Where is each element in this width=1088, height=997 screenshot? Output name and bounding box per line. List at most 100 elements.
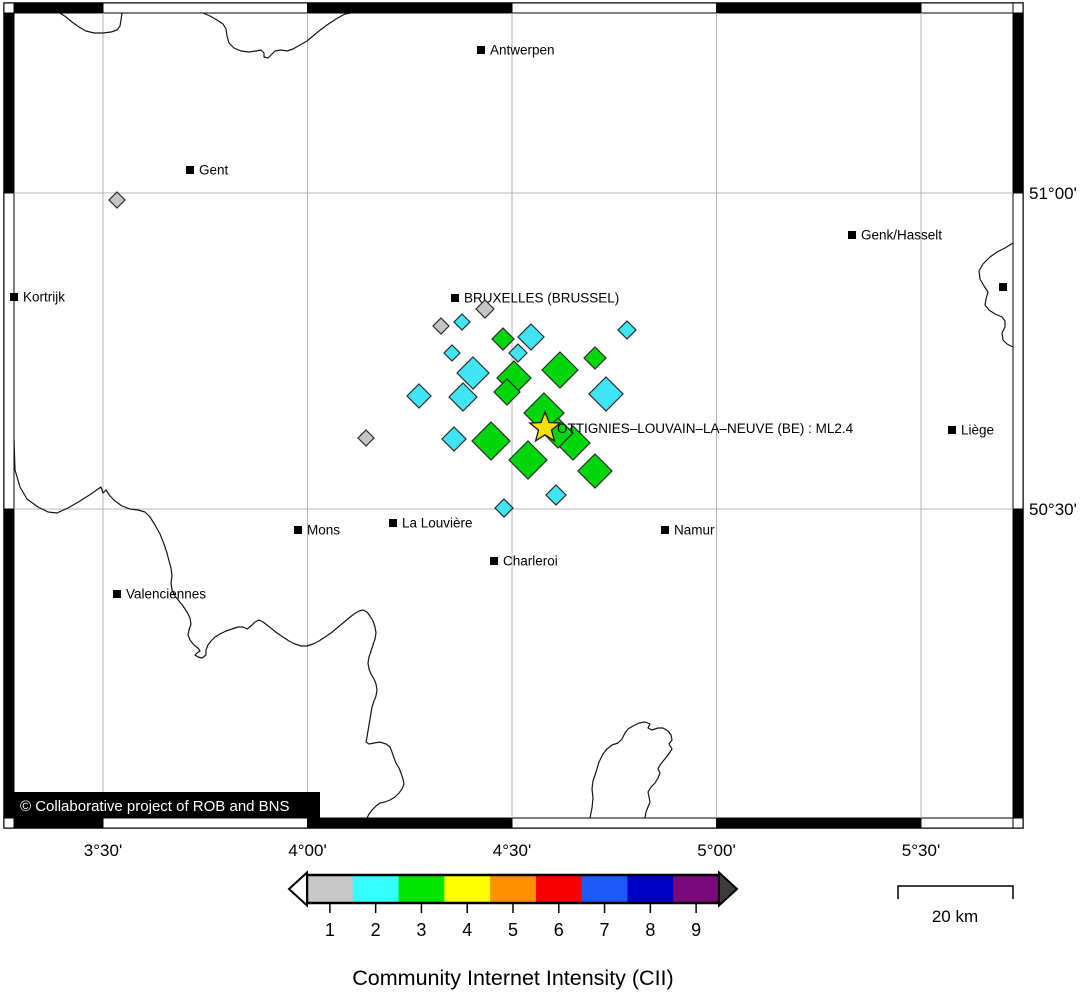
colorbar-segment — [352, 875, 400, 903]
copyright-text: © Collaborative project of ROB and BNS — [20, 798, 290, 815]
country-borders — [13, 12, 1014, 819]
observation-diamond-cii-2 — [453, 313, 471, 331]
observation-diamond-cii-1 — [432, 317, 450, 335]
colorbar-tick-label: 7 — [600, 920, 610, 940]
border-line — [978, 242, 1014, 348]
map-frame — [3, 2, 1024, 829]
city: Antwerpen — [477, 43, 555, 58]
city-label: Valenciennes — [126, 587, 206, 602]
city-label: Namur — [674, 523, 715, 538]
colorbar-tick-label: 9 — [691, 920, 701, 940]
border-line — [13, 438, 405, 819]
observation-diamond-cii-2 — [456, 356, 490, 390]
city: Mons — [294, 523, 340, 538]
observation-diamond-cii-2 — [617, 320, 637, 340]
frame-corner-square — [1012, 2, 1024, 14]
frame-segment-left — [3, 192, 15, 510]
city-marker — [389, 519, 397, 527]
longitude-label: 4°00' — [288, 841, 326, 860]
frame-segment-bottom — [102, 817, 308, 829]
city: BRUXELLES (BRUSSEL) — [451, 291, 619, 306]
city: Namur — [661, 523, 715, 538]
observation-diamond-cii-2 — [545, 484, 567, 506]
observation-diamond-cii-1 — [357, 429, 375, 447]
latitude-label: 51°00' — [1029, 184, 1077, 203]
colorbar-segment — [535, 875, 583, 903]
frame-segment-left — [3, 12, 15, 194]
longitude-label: 3°30' — [84, 841, 122, 860]
city-label: Antwerpen — [490, 43, 555, 58]
cii-colorbar: 1 2 3 4 5 6 7 8 9 — [287, 870, 739, 940]
frame-corner-square — [3, 2, 15, 14]
colorbar-segment — [673, 875, 720, 903]
city-marker — [848, 231, 856, 239]
scale-bar-bracket — [897, 885, 1014, 899]
frame-segment-bottom — [920, 817, 1014, 829]
frame-segment-top — [511, 2, 717, 14]
observation-diamond-cii-2 — [588, 376, 624, 412]
colorbar-title: Community Internet Intensity (CII) — [352, 966, 673, 990]
frame-segment-top — [102, 2, 308, 14]
frame-corner-square — [1012, 817, 1024, 829]
longitude-label: 5°00' — [697, 841, 735, 860]
frame-segment-right — [1012, 192, 1024, 510]
observation-diamond-cii-2 — [508, 343, 528, 363]
colorbar-segment — [490, 875, 537, 903]
frame-segment-top — [716, 2, 922, 14]
frame-segment-bottom — [511, 817, 717, 829]
scale-bar: 20 km — [897, 885, 1014, 926]
border-line — [589, 721, 673, 819]
observation-diamond-cii-2 — [443, 344, 461, 362]
observation-diamond-cii-3 — [577, 453, 613, 489]
latitude-axis-labels: 51°00' 50°30' — [1029, 184, 1077, 519]
longitude-label: 4°30' — [493, 841, 531, 860]
city-marker — [661, 526, 669, 534]
colorbar-left-arrow-icon — [287, 870, 308, 908]
city-marker — [294, 526, 302, 534]
frame-segment-bottom — [13, 817, 104, 829]
scale-bar-label: 20 km — [932, 907, 978, 926]
observation-diamond-cii-3 — [491, 327, 515, 351]
observation-diamond-cii-2 — [494, 498, 514, 518]
epicenter-label: OTTIGNIES–LOUVAIN–LA–NEUVE (BE) : ML2.4 — [557, 421, 854, 436]
colorbar-segment — [444, 875, 491, 903]
city-marker — [490, 557, 498, 565]
colorbar-segment — [581, 875, 628, 903]
observation-diamond-cii-3 — [493, 378, 521, 406]
observation-diamond-cii-1 — [475, 299, 495, 319]
colorbar-tick-label: 1 — [325, 920, 335, 940]
city-label: Kortrijk — [23, 290, 65, 305]
city: Liège — [948, 423, 994, 438]
border-line — [202, 12, 352, 59]
city-label: BRUXELLES (BRUSSEL) — [464, 291, 619, 306]
observation-diamond-cii-2 — [448, 382, 478, 412]
gridlines — [14, 13, 1013, 818]
city-marker — [948, 426, 956, 434]
colorbar-tick-label: 3 — [416, 920, 426, 940]
city-marker — [451, 294, 459, 302]
observation-diamond-cii-3 — [471, 421, 511, 461]
colorbar-tick-label: 2 — [371, 920, 381, 940]
frame-segment-right — [1012, 508, 1024, 819]
frame-inner-line — [13, 12, 1014, 819]
colorbar-tick-label: 5 — [508, 920, 518, 940]
longitude-axis-labels: 3°30' 4°00' 4°30' 5°00' 5°30' — [84, 841, 940, 860]
city: Valenciennes — [113, 587, 206, 602]
observation-diamond-cii-3 — [583, 346, 607, 370]
city-label: Mons — [307, 523, 340, 538]
city-marker — [477, 46, 485, 54]
colorbar-segment — [398, 875, 445, 903]
colorbar-right-arrow-icon — [718, 870, 739, 908]
city: Genk/Hasselt — [848, 228, 942, 243]
observation-diamond-cii-2 — [406, 383, 432, 409]
observation-diamond-cii-1 — [108, 191, 126, 209]
observation-diamond-cii-3 — [508, 440, 548, 480]
frame-segment-top — [920, 2, 1014, 14]
frame-segment-right — [1012, 12, 1024, 194]
city: Gent — [186, 163, 229, 178]
city: Charleroi — [490, 554, 558, 569]
city — [999, 283, 1007, 291]
frame-corner-square — [3, 817, 15, 829]
observation-diamond-cii-2 — [441, 426, 467, 452]
